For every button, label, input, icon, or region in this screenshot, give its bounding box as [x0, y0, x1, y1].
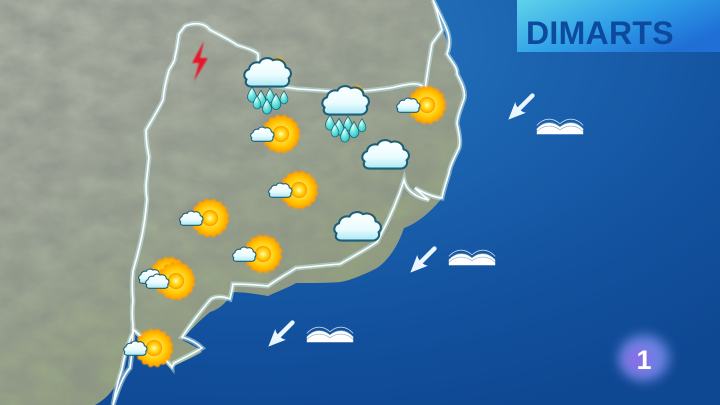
- svg-text:1: 1: [636, 345, 651, 375]
- svg-text:DIMARTS: DIMARTS: [526, 15, 674, 51]
